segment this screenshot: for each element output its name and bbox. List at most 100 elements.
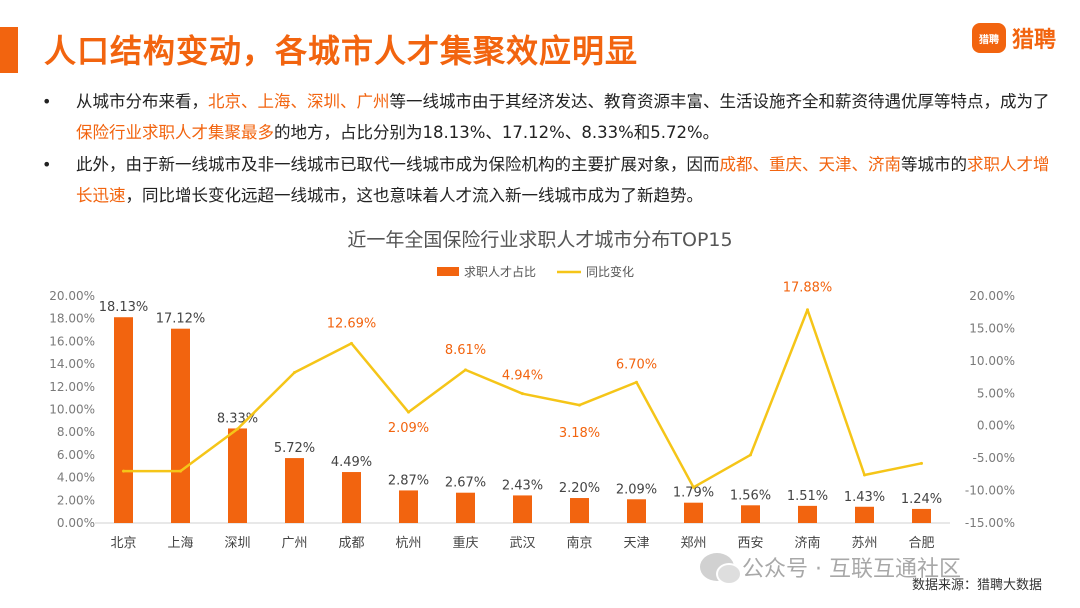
- bullet-text: 此外，由于新一线城市及非一线城市已取代一线城市成为保险机构的主要扩展对象，因而: [76, 155, 720, 174]
- title-accent-bar: [0, 27, 18, 73]
- left-axis-tick-label: 10.00%: [49, 403, 95, 417]
- bullet-item: • 此外，由于新一线城市及非一线城市已取代一线城市成为保险机构的主要扩展对象，因而…: [42, 149, 1052, 211]
- bar-上海: [171, 328, 190, 523]
- left-axis-tick-label: 6.00%: [57, 448, 95, 462]
- bar-data-label: 2.67%: [445, 476, 486, 491]
- bullet-item: • 从城市分布来看，北京、上海、深圳、广州等一线城市由于其经济发达、教育资源丰富、…: [42, 86, 1052, 148]
- bullet-text: 的地方，占比分别为18.13%、17.12%、8.33%和5.72%。: [274, 123, 720, 142]
- brand-icon: 猎聘: [971, 23, 1006, 53]
- right-axis-tick-label: 20.00%: [969, 289, 1015, 303]
- data-source: 数据来源：猎聘大数据: [911, 578, 1042, 593]
- brand-logo: 猎聘 猎聘: [971, 22, 1056, 54]
- line-point-南京: [578, 403, 581, 407]
- wechat-icon: [700, 553, 742, 585]
- line-point-济南: [806, 308, 809, 312]
- bar-data-label: 8.33%: [217, 411, 258, 426]
- right-axis-tick-label: 5.00%: [977, 386, 1015, 400]
- bullet-marker: •: [42, 92, 52, 111]
- bar-重庆: [456, 492, 475, 523]
- bullet-marker: •: [42, 155, 52, 174]
- bar-data-label: 1.43%: [844, 490, 885, 505]
- line-point-苏州: [863, 473, 866, 477]
- line-point-武汉: [521, 392, 524, 396]
- x-axis-tick-label: 郑州: [680, 536, 706, 551]
- x-axis-tick-label: 重庆: [452, 535, 478, 551]
- brand-name: 猎聘: [1011, 28, 1056, 53]
- bar-data-label: 1.51%: [787, 489, 828, 504]
- right-axis-tick-label: 10.00%: [969, 354, 1015, 368]
- bar-济南: [798, 505, 817, 523]
- x-axis-tick-label: 成都: [338, 536, 364, 551]
- line-point-杭州: [407, 410, 410, 414]
- bullet-text: 等城市的: [901, 155, 967, 174]
- bar-data-label: 18.13%: [99, 300, 149, 315]
- line-point-广州: [293, 371, 296, 375]
- right-axis-tick-label: -15.00%: [965, 516, 1015, 530]
- line-data-label: 4.94%: [502, 369, 543, 384]
- bar-data-label: 1.56%: [730, 488, 771, 503]
- bar-北京: [114, 317, 133, 523]
- x-axis-tick-label: 北京: [110, 536, 136, 551]
- left-axis-tick-label: 2.00%: [57, 493, 95, 507]
- left-axis-tick-label: 12.00%: [49, 380, 95, 394]
- bar-武汉: [513, 495, 532, 523]
- line-point-北京: [122, 469, 125, 473]
- bar-天津: [627, 499, 646, 523]
- highlight-text: 成都、重庆、天津、济南: [719, 155, 902, 174]
- x-axis-tick-label: 苏州: [851, 535, 877, 551]
- bar-data-label: 17.12%: [156, 312, 206, 327]
- bar-西安: [741, 505, 760, 523]
- left-axis-tick-label: 18.00%: [49, 312, 95, 326]
- legend-label-line: 同比变化: [586, 264, 634, 279]
- bar-data-label: 2.20%: [559, 481, 600, 496]
- line-point-天津: [635, 380, 638, 384]
- left-axis-tick-label: 20.00%: [49, 289, 95, 303]
- line-data-label: 8.61%: [445, 343, 486, 358]
- x-axis-tick-label: 西安: [737, 536, 763, 551]
- x-axis-tick-label: 广州: [281, 536, 307, 551]
- left-axis-tick-label: 16.00%: [49, 334, 95, 348]
- bullet-text: ，同比增长变化远超一线城市，这也意味着人才流入新一线城市成为了新趋势。: [125, 186, 704, 205]
- line-point-深圳: [236, 427, 239, 431]
- line-point-重庆: [464, 368, 467, 372]
- line-data-label: 12.69%: [327, 316, 377, 331]
- line-point-上海: [179, 469, 182, 473]
- x-axis-tick-label: 上海: [167, 536, 193, 551]
- right-axis-tick-label: -5.00%: [973, 451, 1015, 465]
- bar-data-label: 2.43%: [502, 478, 543, 493]
- bar-data-label: 5.72%: [274, 441, 315, 456]
- page-title: 人口结构变动，各城市人才集聚效应明显: [44, 32, 639, 70]
- watermark-text: 公众号 · 互联互通社区: [742, 557, 961, 582]
- line-point-成都: [350, 341, 353, 345]
- x-axis-tick-label: 合肥: [908, 536, 934, 551]
- bar-data-label: 2.09%: [616, 482, 657, 497]
- left-axis-tick-label: 8.00%: [57, 425, 95, 439]
- x-axis-tick-label: 武汉: [509, 536, 535, 551]
- legend-swatch-bar: [437, 267, 459, 276]
- x-axis-tick-label: 济南: [794, 535, 820, 551]
- highlight-text: 求职人才增长迅速: [76, 155, 1050, 205]
- watermark: 公众号 · 互联互通社区: [700, 551, 961, 585]
- legend-label-bar: 求职人才占比: [464, 264, 536, 279]
- bullet-text: 等一线城市由于其经济发达、教育资源丰富、生活设施齐全和薪资待遇优厚等特点，成为了: [389, 92, 1050, 111]
- left-axis-tick-label: 4.00%: [57, 471, 95, 485]
- highlight-text: 北京、上海、深圳、广州: [208, 92, 390, 111]
- line-data-label: 6.70%: [616, 357, 657, 372]
- line-data-label: 17.88%: [783, 281, 833, 296]
- bar-成都: [342, 472, 361, 523]
- line-point-郑州: [692, 485, 695, 489]
- right-axis-tick-label: 0.00%: [977, 419, 1015, 433]
- left-axis-tick-label: 14.00%: [49, 357, 95, 371]
- chart-title: 近一年全国保险行业求职人才城市分布TOP15: [347, 229, 732, 251]
- right-axis-tick-label: 15.00%: [969, 321, 1015, 335]
- bar-data-label: 2.87%: [388, 473, 429, 488]
- line-point-合肥: [920, 461, 923, 465]
- left-axis-tick-label: 0.00%: [57, 516, 95, 530]
- right-axis-tick-label: -10.00%: [965, 484, 1015, 498]
- highlight-text: 保险行业求职人才集聚最多: [76, 123, 274, 142]
- bar-深圳: [228, 428, 247, 523]
- bar-data-label: 1.24%: [901, 492, 942, 507]
- line-data-label: 3.18%: [559, 426, 600, 441]
- bar-广州: [285, 458, 304, 523]
